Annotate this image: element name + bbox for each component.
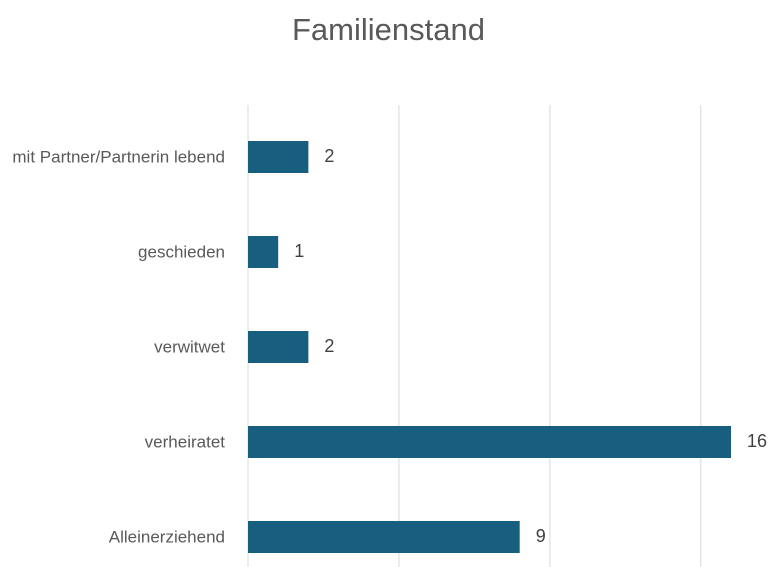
data-label: 2 <box>324 336 334 356</box>
data-label: 1 <box>294 241 304 261</box>
bar <box>248 141 309 173</box>
y-tick-label: Alleinerziehend <box>108 527 225 547</box>
bar <box>248 521 520 553</box>
bar <box>248 331 309 363</box>
data-label: 9 <box>536 526 546 546</box>
bar <box>248 426 731 458</box>
bar <box>248 236 279 268</box>
chart-title: Familienstand <box>292 12 485 47</box>
y-tick-label: geschieden <box>138 242 225 262</box>
data-label: 2 <box>324 146 334 166</box>
y-tick-label: mit Partner/Partnerin lebend <box>12 147 225 167</box>
data-label: 16 <box>747 431 767 451</box>
y-tick-label: verwitwet <box>154 337 225 357</box>
y-tick-label: verheiratet <box>144 432 225 452</box>
